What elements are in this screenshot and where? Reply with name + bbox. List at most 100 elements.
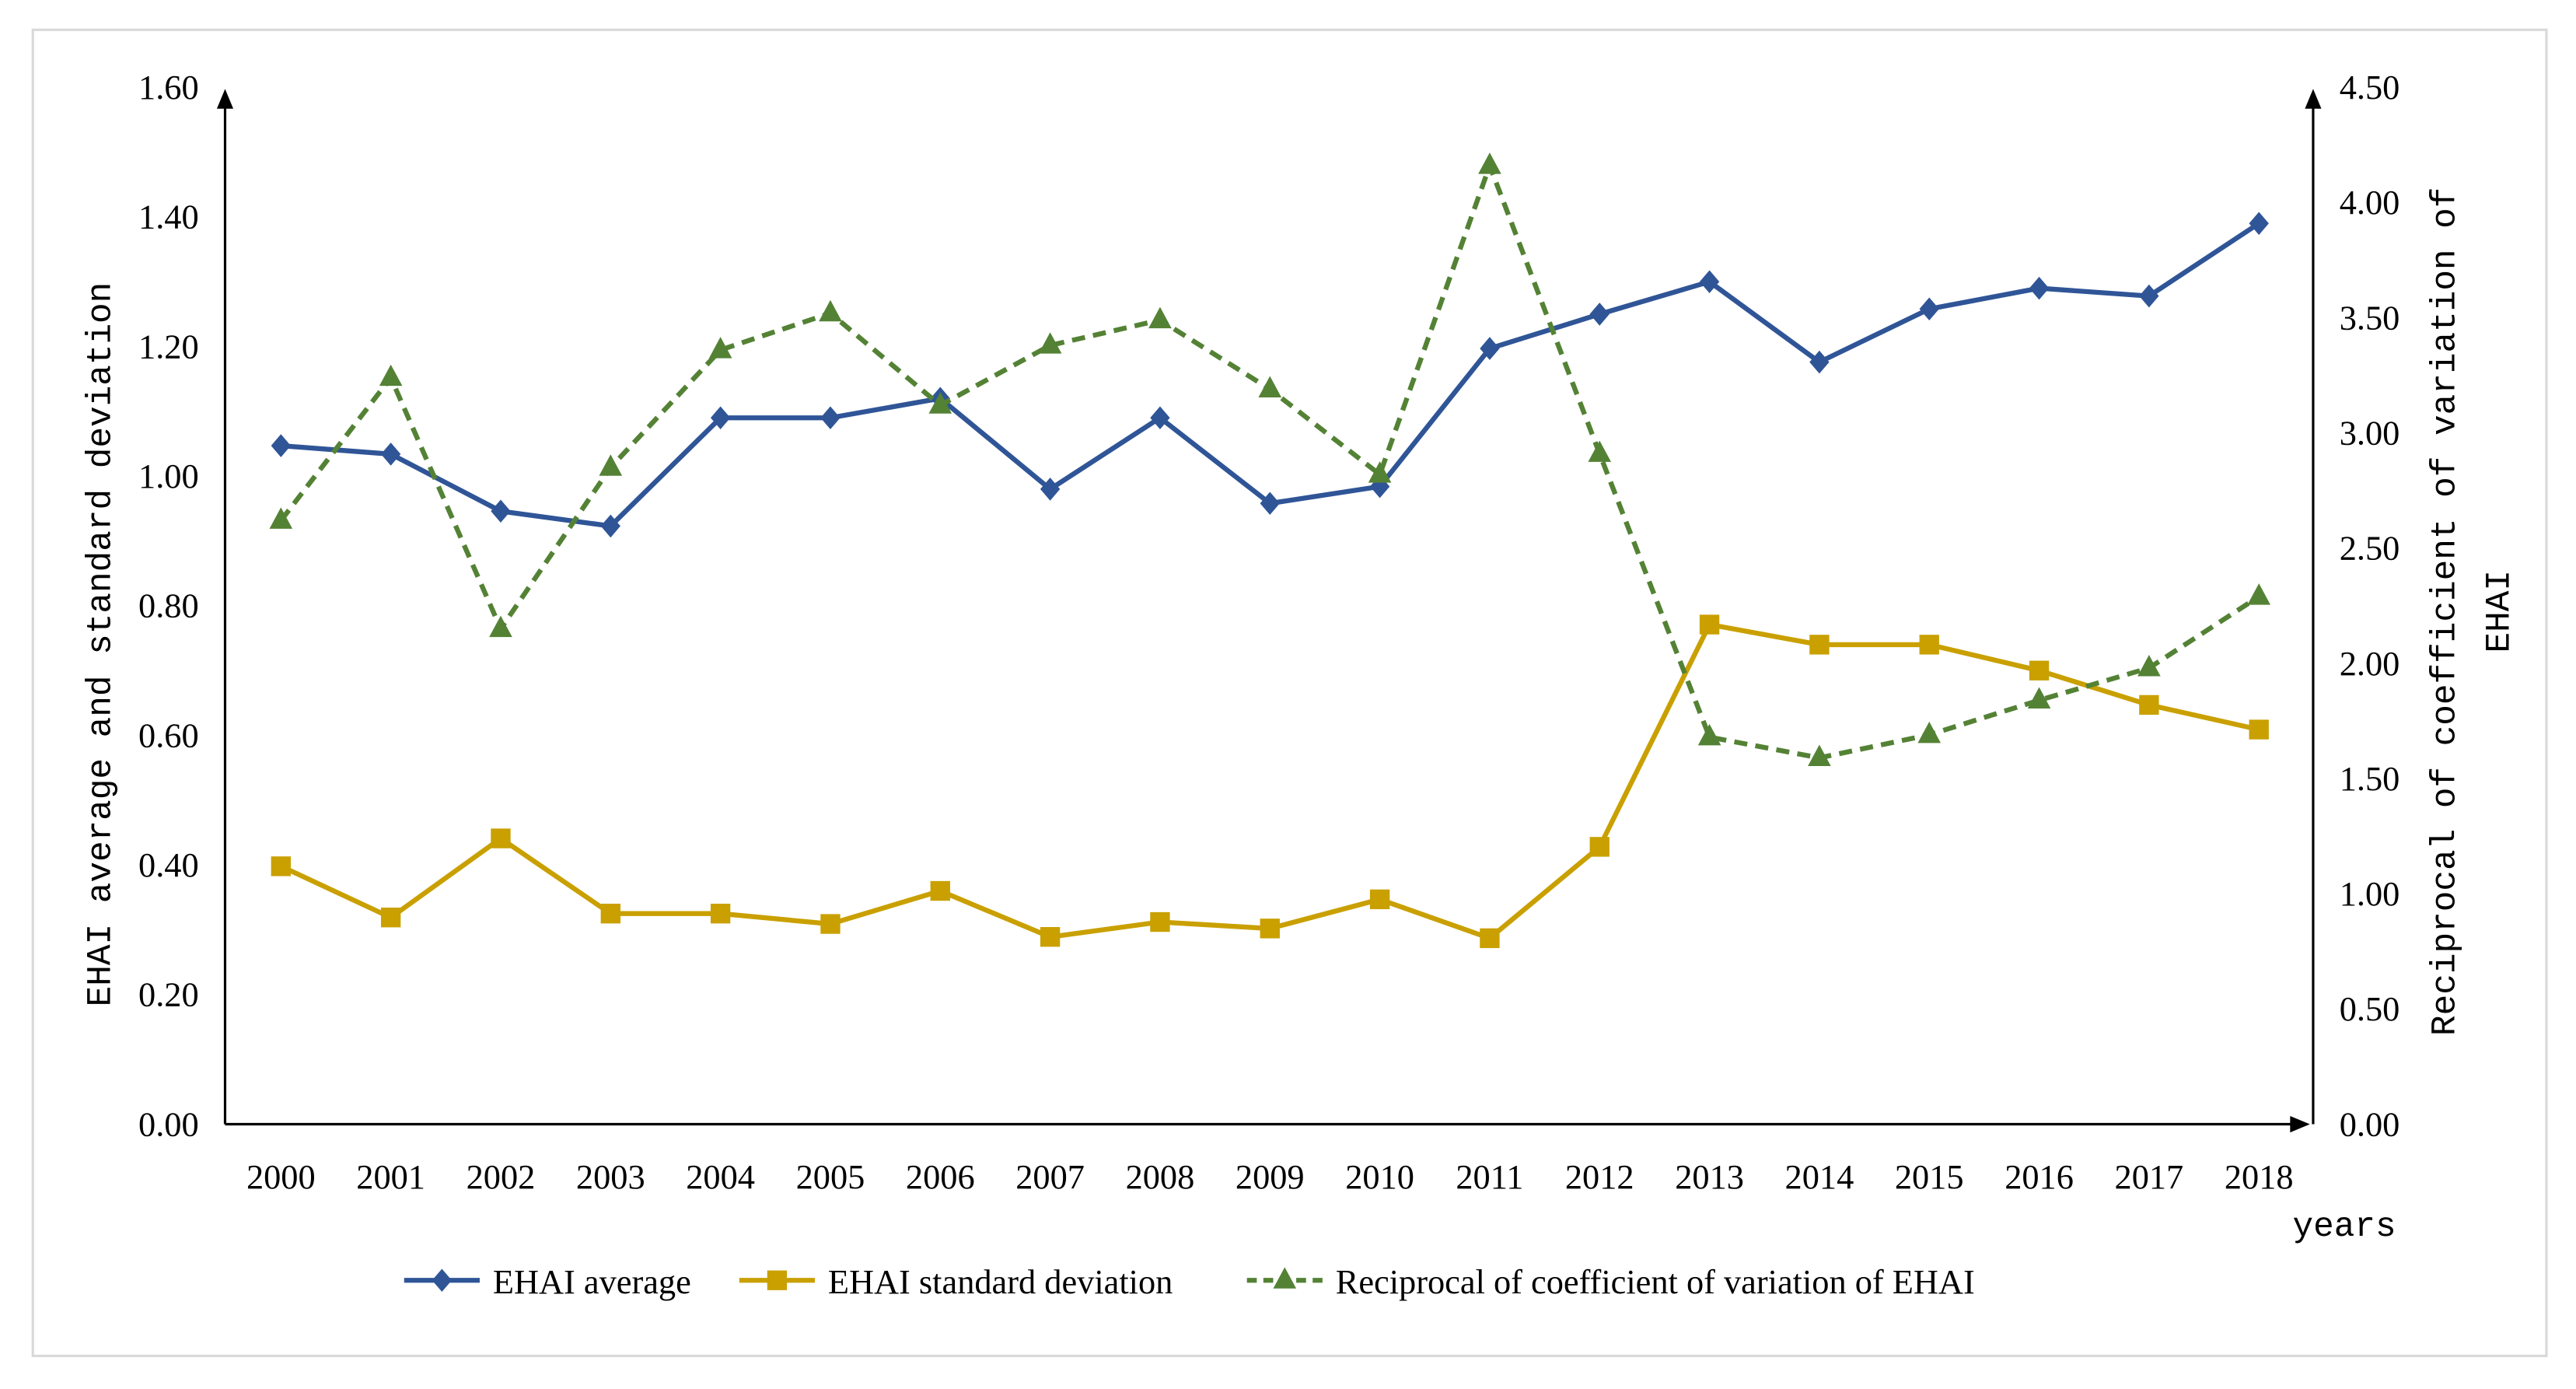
data-point <box>491 828 511 848</box>
left-tick-label: 1.00 <box>138 457 199 495</box>
data-point <box>710 904 731 924</box>
data-point <box>708 337 732 359</box>
x-tick-label: 2013 <box>1675 1157 1744 1196</box>
data-point <box>1588 440 1612 462</box>
x-tick-label: 2001 <box>356 1157 425 1196</box>
right-tick-label: 1.50 <box>2340 759 2400 798</box>
data-point <box>2029 660 2050 681</box>
data-point <box>1589 837 1610 857</box>
data-point <box>1809 635 1830 655</box>
x-tick-label: 2004 <box>686 1157 755 1196</box>
data-point <box>271 856 291 876</box>
x-tick-label: 2014 <box>1785 1157 1854 1196</box>
data-point <box>2137 654 2161 677</box>
data-point <box>1148 306 1172 329</box>
data-point <box>599 454 623 476</box>
right-tick-label: 4.50 <box>2340 68 2400 107</box>
data-point <box>2029 276 2050 300</box>
data-point <box>379 364 403 387</box>
data-point <box>2139 694 2159 715</box>
right-tick-label: 0.00 <box>2340 1104 2400 1143</box>
data-point <box>1368 461 1392 483</box>
data-point <box>2249 212 2269 236</box>
data-point <box>819 299 842 322</box>
data-point <box>600 904 620 924</box>
data-point <box>1919 635 1939 655</box>
left-axis-arrow <box>216 89 234 109</box>
x-tick-label: 2009 <box>1236 1157 1305 1196</box>
data-point <box>820 914 841 934</box>
legend-marker <box>1273 1267 1297 1289</box>
data-point <box>930 880 950 901</box>
data-point <box>1589 303 1610 326</box>
data-point <box>1917 721 1942 743</box>
data-point <box>1258 376 1282 397</box>
axes <box>216 89 2322 1133</box>
x-tick-label: 2010 <box>1345 1157 1414 1196</box>
left-tick-label: 0.00 <box>138 1104 199 1143</box>
data-point <box>1040 478 1061 501</box>
right-tick-label: 3.50 <box>2340 298 2400 337</box>
series-1 <box>271 614 2269 949</box>
left-tick-label: 1.40 <box>138 198 199 236</box>
data-point <box>1697 723 1721 746</box>
left-tick-label: 1.20 <box>138 327 199 366</box>
data-point <box>928 392 952 414</box>
x-tick-label: 2008 <box>1126 1157 1195 1196</box>
data-point <box>1260 492 1280 516</box>
data-point <box>2027 687 2051 708</box>
x-tick-label: 2003 <box>576 1157 645 1196</box>
data-point <box>2249 719 2269 740</box>
data-point <box>489 615 512 638</box>
data-point <box>1150 406 1170 430</box>
x-tick-label: 2016 <box>2005 1157 2074 1196</box>
data-point <box>2247 583 2271 605</box>
data-point <box>380 908 401 928</box>
legend-label: EHAI standard deviation <box>828 1262 1173 1301</box>
x-tick-label: 2002 <box>467 1157 536 1196</box>
x-tick-label: 2018 <box>2225 1157 2294 1196</box>
left-axis-label: EHAI average and standard deviation <box>82 282 121 1007</box>
left-tick-label: 0.80 <box>138 586 199 625</box>
data-point <box>1260 918 1280 939</box>
right-tick-label: 2.00 <box>2340 644 2400 683</box>
right-axis-arrow <box>2305 89 2322 109</box>
data-point <box>1150 911 1170 932</box>
left-tick-label: 0.20 <box>138 975 199 1014</box>
data-point <box>1038 332 1062 354</box>
data-point <box>269 507 293 529</box>
data-point <box>2139 284 2159 308</box>
left-tick-label: 0.60 <box>138 715 199 754</box>
chart-border <box>31 28 2548 1358</box>
legend-marker <box>767 1270 788 1290</box>
right-tick-label: 2.50 <box>2340 529 2400 568</box>
legend-label: Reciprocal of coefficient of variation o… <box>1336 1262 1975 1301</box>
x-tick-label: 2012 <box>1565 1157 1634 1196</box>
left-tick-label: 1.60 <box>138 68 199 107</box>
left-tick-label: 0.40 <box>138 845 199 884</box>
data-point <box>820 406 841 430</box>
legend-label: EHAI average <box>493 1262 691 1301</box>
x-tick-label: 2000 <box>246 1157 316 1196</box>
right-axis-label-line1: Reciprocal of coefficient of variation o… <box>2427 187 2466 1036</box>
right-axis-label-line2: EHAI <box>2480 570 2519 653</box>
data-point <box>1480 928 1500 949</box>
x-axis-arrow <box>2290 1115 2310 1133</box>
right-tick-label: 4.00 <box>2340 183 2400 222</box>
right-tick-label: 3.00 <box>2340 413 2400 452</box>
x-tick-label: 2007 <box>1015 1157 1085 1196</box>
right-tick-label: 0.50 <box>2340 989 2400 1028</box>
data-point <box>1699 614 1720 635</box>
data-point <box>1369 889 1390 910</box>
right-tick-label: 1.00 <box>2340 874 2400 913</box>
x-tick-label: 2015 <box>1895 1157 1964 1196</box>
x-tick-label: 2005 <box>796 1157 865 1196</box>
x-axis-label: years <box>2293 1208 2396 1247</box>
x-tick-label: 2017 <box>2115 1157 2184 1196</box>
series-2 <box>269 152 2271 767</box>
data-point <box>1040 927 1061 947</box>
data-point <box>1808 744 1831 767</box>
x-tick-label: 2006 <box>906 1157 975 1196</box>
data-point <box>1478 152 1501 174</box>
